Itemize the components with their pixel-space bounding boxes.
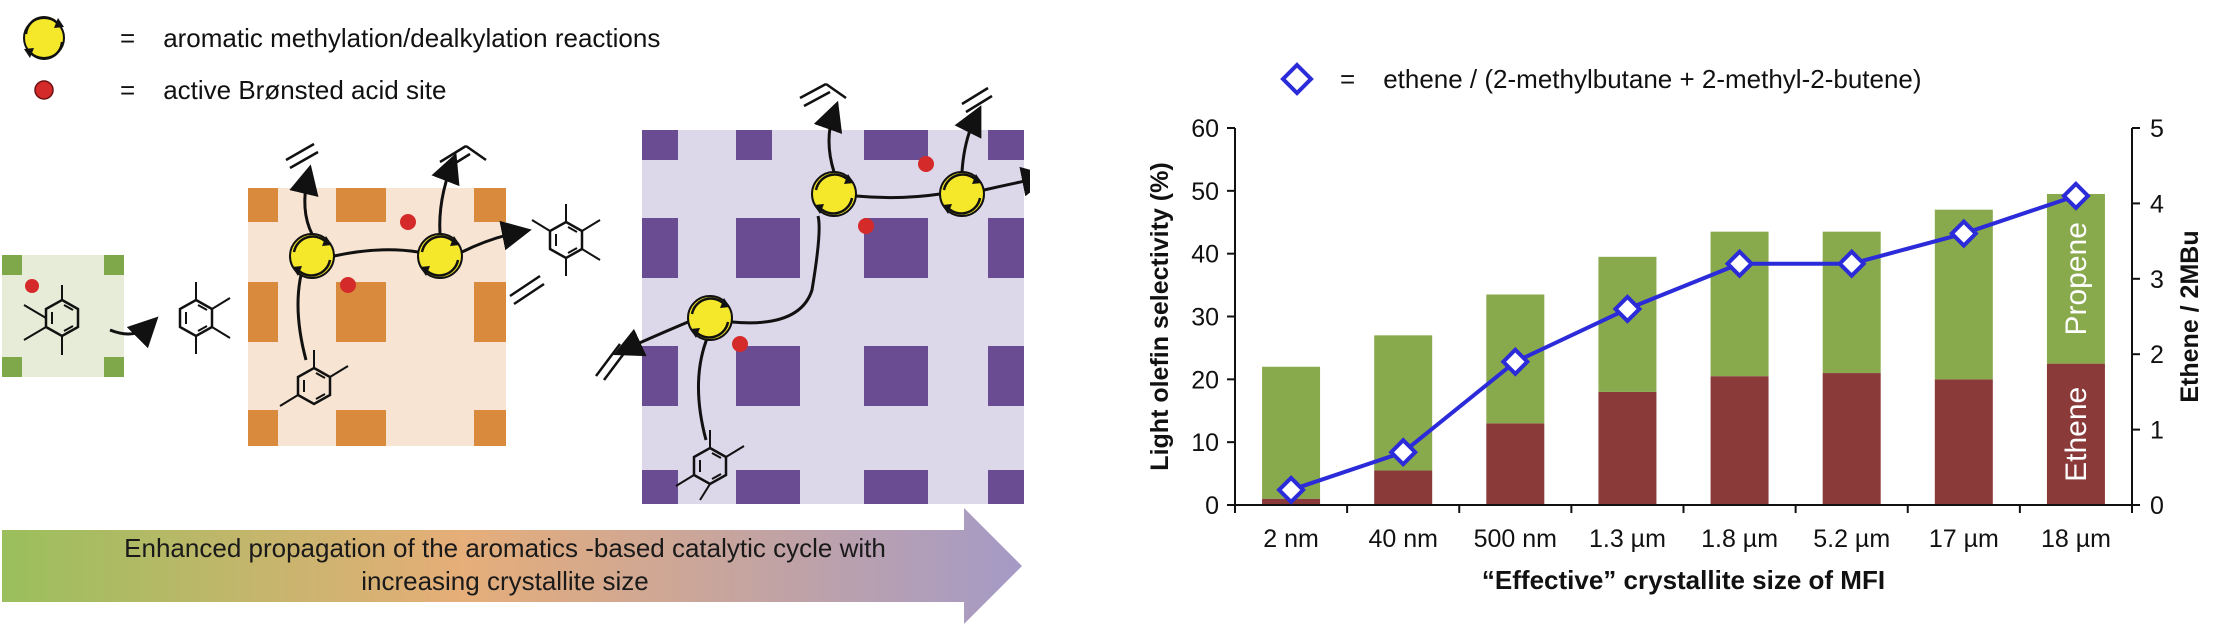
y2-tick-label: 3: [2150, 266, 2164, 294]
y-tick-label: 50: [1191, 178, 1219, 206]
legend-methylation-text: aromatic methylation/dealkylation reacti…: [163, 22, 661, 53]
bar-propene-3: [1598, 256, 1657, 392]
chart-legend-equals: =: [1340, 63, 1356, 94]
small-crystal: [2, 255, 231, 377]
legend-acid-site: = active Brønsted acid site: [14, 70, 446, 110]
arrow-caption-line1: Enhanced propagation of the aromatics -b…: [124, 533, 886, 563]
catalytic-cycle-icon: [23, 16, 65, 60]
series-label-propene: Propene: [2060, 222, 2093, 335]
acid-site-icon: [34, 80, 54, 100]
legend-equals: =: [120, 74, 136, 105]
ratio-point-7: [2061, 181, 2091, 211]
y-tick-label: 20: [1191, 366, 1219, 394]
ratio-line-group: [1276, 181, 2091, 505]
x-tick-label: 5.2 µm: [1813, 525, 1890, 553]
y-tick-label: 60: [1191, 115, 1219, 143]
y-tick-label: 10: [1191, 429, 1219, 457]
x-axis-title: “Effective” crystallite size of MFI: [1482, 565, 1885, 595]
x-tick-label: 40 nm: [1368, 525, 1437, 553]
ratio-point-3: [1612, 294, 1643, 324]
chart-legend-text: ethene / (2-methylbutane + 2-methyl-2-bu…: [1383, 63, 1922, 94]
x-tick-label: 1.8 µm: [1701, 525, 1778, 553]
ratio-point-5: [1836, 248, 1867, 279]
bar-ethene-4: [1710, 376, 1769, 505]
bar-ethene-3: [1598, 391, 1657, 505]
y-tick-label: 30: [1191, 304, 1219, 332]
ratio-point-2: [1500, 346, 1531, 377]
large-crystal: [595, 82, 1030, 504]
chart-axes: [1227, 127, 2140, 513]
bar-ethene-6: [1934, 379, 1993, 505]
y-tick-label: 40: [1191, 241, 1219, 269]
x-tick-label: 500 nm: [1474, 525, 1557, 553]
ratio-point-1: [1388, 437, 1419, 468]
bar-ethene-7: [2046, 363, 2105, 505]
x-tick-label: 18 µm: [2041, 525, 2111, 553]
y2-tick-label: 1: [2150, 417, 2164, 445]
y2-tick-label: 0: [2150, 492, 2164, 520]
x-tick-label: 1.3 µm: [1589, 525, 1666, 553]
ratio-point-0: [1276, 475, 1306, 505]
ratio-point-6: [1948, 218, 1979, 249]
legend-methylation: = aromatic methylation/dealkylation reac…: [14, 12, 660, 64]
bar-propene-7: [2046, 193, 2105, 364]
y2-tick-label: 5: [2150, 115, 2164, 143]
legend-acid-text: active Brønsted acid site: [163, 74, 447, 105]
crystal-diagram: [2, 82, 1030, 624]
ratio-point-4: [1724, 248, 1755, 279]
bar-ethene-2: [1486, 423, 1545, 505]
diamond-marker-icon: [1280, 62, 1314, 96]
medium-crystal: [248, 142, 601, 446]
arrow-caption-line2: increasing crystallite size: [361, 566, 649, 596]
chart-legend: = ethene / (2-methylbutane + 2-methyl-2-…: [1280, 62, 1922, 96]
y-axis-title: Light olefin selectivity (%): [1146, 162, 1174, 470]
y2-axis-title: Ethene / 2MBu: [2176, 230, 2204, 402]
bar-ethene-1: [1374, 470, 1433, 505]
chart-labels: 0 10 20 30 40 50 60 0 1 2 3 4 5 2 nm 40 nm 500 nm 1.3 µm…: [1146, 115, 2204, 595]
progress-arrow: [2, 508, 1022, 624]
series-label-ethene: Ethene: [2060, 387, 2093, 482]
bar-ethene-5: [1822, 373, 1881, 505]
y2-tick-label: 4: [2150, 190, 2164, 218]
ratio-line: [1290, 193, 2077, 492]
y2-tick-label: 2: [2150, 341, 2164, 369]
legend-equals: =: [120, 22, 136, 53]
y-tick-label: 0: [1205, 492, 1219, 520]
x-tick-label: 2 nm: [1263, 525, 1319, 553]
x-tick-label: 17 µm: [1929, 525, 1999, 553]
arrow-caption: Enhanced propagation of the aromatics -b…: [40, 532, 970, 598]
